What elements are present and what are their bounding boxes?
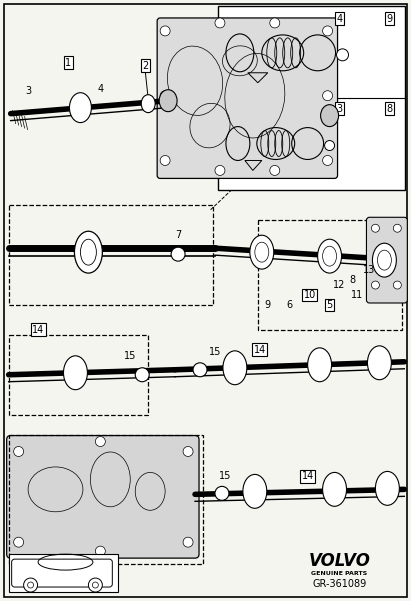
Text: 12: 12 <box>333 280 346 290</box>
Circle shape <box>325 141 335 150</box>
Text: 8: 8 <box>349 275 356 285</box>
Circle shape <box>23 578 37 592</box>
Text: 11: 11 <box>351 290 364 300</box>
Text: 15: 15 <box>209 347 221 357</box>
Circle shape <box>95 546 105 556</box>
Circle shape <box>337 49 349 61</box>
Circle shape <box>270 165 280 175</box>
Circle shape <box>323 91 332 101</box>
Circle shape <box>160 26 170 36</box>
Ellipse shape <box>375 471 399 505</box>
Circle shape <box>14 537 23 547</box>
Ellipse shape <box>63 356 88 389</box>
Text: 8: 8 <box>386 103 393 114</box>
Text: 2: 2 <box>142 61 148 71</box>
Circle shape <box>183 537 193 547</box>
Circle shape <box>323 26 332 36</box>
Circle shape <box>160 91 170 101</box>
Circle shape <box>215 165 225 175</box>
Text: 3: 3 <box>25 86 32 96</box>
Circle shape <box>135 368 149 382</box>
Text: 15: 15 <box>124 351 136 361</box>
Ellipse shape <box>308 348 332 382</box>
Circle shape <box>393 224 401 232</box>
Text: 6: 6 <box>286 300 293 310</box>
FancyBboxPatch shape <box>367 218 407 303</box>
Text: 1: 1 <box>65 58 72 68</box>
Circle shape <box>372 281 379 289</box>
Ellipse shape <box>223 351 247 385</box>
Ellipse shape <box>372 243 396 277</box>
Ellipse shape <box>367 346 391 380</box>
Circle shape <box>95 436 105 447</box>
Circle shape <box>393 281 401 289</box>
Text: 4: 4 <box>97 84 104 94</box>
Bar <box>258 221 402 330</box>
Circle shape <box>193 363 207 377</box>
Text: 14: 14 <box>254 345 266 355</box>
Ellipse shape <box>141 95 155 112</box>
Circle shape <box>323 156 332 165</box>
Text: 14: 14 <box>32 325 45 335</box>
Bar <box>9 554 118 592</box>
Ellipse shape <box>69 93 91 123</box>
FancyBboxPatch shape <box>7 436 199 558</box>
Ellipse shape <box>74 231 102 273</box>
Bar <box>9 206 213 305</box>
Bar <box>9 335 148 415</box>
Circle shape <box>14 447 23 457</box>
Text: 10: 10 <box>303 290 316 300</box>
Ellipse shape <box>323 472 346 506</box>
Text: 15: 15 <box>219 471 231 481</box>
Text: 9: 9 <box>265 300 271 310</box>
Ellipse shape <box>250 235 274 269</box>
Circle shape <box>215 18 225 28</box>
Text: 7: 7 <box>175 230 181 240</box>
Ellipse shape <box>318 239 342 273</box>
Text: 9: 9 <box>386 14 393 24</box>
Text: 14: 14 <box>302 471 314 481</box>
Circle shape <box>183 447 193 457</box>
Circle shape <box>171 247 185 261</box>
Circle shape <box>372 224 379 232</box>
Text: 5: 5 <box>326 300 332 310</box>
Circle shape <box>270 18 280 28</box>
FancyBboxPatch shape <box>157 18 337 178</box>
Text: GR-361089: GR-361089 <box>312 579 367 589</box>
Bar <box>9 435 203 564</box>
Ellipse shape <box>321 105 339 127</box>
Text: 4: 4 <box>337 14 343 24</box>
Bar <box>218 6 405 191</box>
Text: VOLVO: VOLVO <box>309 552 370 570</box>
Ellipse shape <box>243 474 267 508</box>
Text: 3: 3 <box>337 103 343 114</box>
Circle shape <box>215 486 229 500</box>
Text: 13: 13 <box>363 265 376 275</box>
Circle shape <box>160 156 170 165</box>
Text: GENUINE PARTS: GENUINE PARTS <box>312 570 368 576</box>
Circle shape <box>88 578 102 592</box>
Ellipse shape <box>159 90 177 112</box>
